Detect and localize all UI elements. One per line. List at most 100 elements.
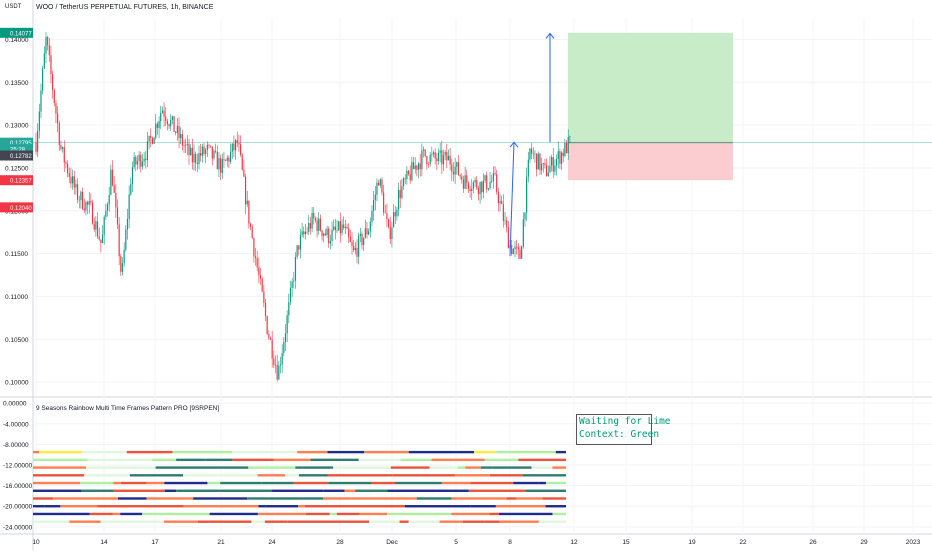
candle-body xyxy=(506,220,508,227)
candle-body xyxy=(67,163,69,174)
candle-body xyxy=(486,175,488,190)
rainbow-segment xyxy=(33,505,45,508)
candle-body xyxy=(103,217,105,235)
candle-body xyxy=(38,111,40,131)
candle-body xyxy=(201,146,203,156)
candle-body xyxy=(211,146,213,159)
candle-body xyxy=(304,231,307,235)
candle-body xyxy=(88,201,90,205)
rainbow-segment xyxy=(357,505,405,508)
rainbow-segment xyxy=(500,474,523,477)
candle-body xyxy=(353,245,355,250)
rainbow-segment xyxy=(555,450,566,454)
candle-body xyxy=(368,231,370,235)
candle-body xyxy=(95,221,97,230)
candle-body xyxy=(50,55,52,74)
candle-body xyxy=(371,210,373,222)
candle-body xyxy=(228,157,230,162)
candle-body xyxy=(57,113,59,124)
candle-body xyxy=(469,188,471,191)
candle-body xyxy=(550,157,553,166)
indicator-title: 9 Seasons Rainbow Multi Time Frames Patt… xyxy=(36,405,220,412)
candle-body xyxy=(417,163,420,170)
candle-body xyxy=(156,123,159,128)
rainbow-segment xyxy=(451,489,469,492)
candle-body xyxy=(343,224,345,228)
candle-body xyxy=(507,226,509,249)
candle-body xyxy=(278,365,280,380)
candle-body xyxy=(499,201,501,204)
rainbow-segment xyxy=(205,458,233,462)
rainbow-segment xyxy=(240,474,258,477)
candle-body xyxy=(344,226,346,228)
candle-body xyxy=(81,191,84,209)
candle-body xyxy=(449,155,451,165)
rainbow-segment xyxy=(112,512,121,516)
rainbow-segment xyxy=(323,497,352,500)
candle-body xyxy=(414,165,416,170)
rainbow-segment xyxy=(408,520,440,523)
rainbow-segment xyxy=(53,497,119,500)
candle-body xyxy=(316,220,318,231)
rainbow-segment xyxy=(327,450,365,454)
candle-body xyxy=(76,184,79,200)
price-tick-label: 0.13500 xyxy=(5,80,29,87)
rainbow-segment xyxy=(86,466,100,469)
candle-body xyxy=(444,151,446,156)
candle-body xyxy=(296,245,298,257)
candle-body xyxy=(546,165,548,176)
candle-body xyxy=(477,187,480,195)
candle-body xyxy=(446,151,448,161)
candle-body xyxy=(135,156,137,165)
candle-body xyxy=(208,144,210,146)
candle-body xyxy=(195,153,197,163)
candle-body xyxy=(168,124,170,127)
candle-body xyxy=(339,221,341,234)
rainbow-segment xyxy=(33,520,70,523)
rainbow-segment xyxy=(323,489,345,492)
rainbow-segment xyxy=(273,458,311,462)
candle-body xyxy=(90,201,92,203)
candle-body xyxy=(389,226,391,239)
candle-body xyxy=(461,176,463,180)
candle-body xyxy=(441,150,443,165)
candle-body xyxy=(158,121,160,128)
candle-body xyxy=(188,143,190,156)
candle-body xyxy=(502,204,504,221)
indicator-tick-label: -12.00000 xyxy=(3,463,33,470)
rainbow-segment xyxy=(416,497,452,500)
candle-body xyxy=(143,158,145,162)
time-tick-label: 24 xyxy=(268,539,276,546)
rainbow-segment xyxy=(499,520,539,523)
rainbow-segment xyxy=(293,481,329,485)
rainbow-segment xyxy=(120,481,147,485)
candle-body xyxy=(529,148,531,160)
candle-body xyxy=(220,158,222,173)
rainbow-segment xyxy=(89,512,113,516)
rainbow-segment xyxy=(408,450,475,454)
rainbow-segment xyxy=(113,489,165,492)
candle-body xyxy=(258,267,260,276)
candle-body xyxy=(366,228,368,235)
candle-body xyxy=(462,179,465,189)
candle-body xyxy=(555,158,558,166)
candle-body xyxy=(75,184,77,188)
candle-body xyxy=(459,174,461,177)
rainbow-segment xyxy=(542,497,566,500)
indicator-tick-label: -16.00000 xyxy=(3,483,33,490)
price-tick-label: 0.14000 xyxy=(5,37,29,44)
rainbow-segment xyxy=(146,481,165,485)
rainbow-segment xyxy=(80,481,114,485)
rainbow-segment xyxy=(431,458,485,462)
rainbow-segment xyxy=(552,512,566,516)
candle-body xyxy=(549,165,551,173)
status-waiting-text: Waiting for Lime xyxy=(579,416,671,427)
candle-body xyxy=(522,219,524,247)
candle-body xyxy=(206,144,208,151)
candle-body xyxy=(231,143,233,152)
rainbow-segment xyxy=(197,520,210,523)
candle-body xyxy=(492,173,494,182)
candle-body xyxy=(101,234,104,244)
rainbow-segment xyxy=(287,520,350,523)
rainbow-segment xyxy=(87,458,153,462)
